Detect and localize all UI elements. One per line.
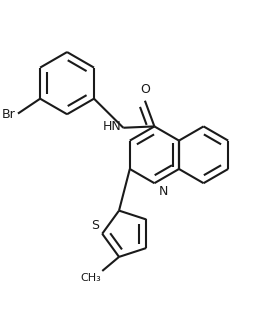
Text: Br: Br bbox=[2, 108, 16, 121]
Text: CH₃: CH₃ bbox=[80, 273, 101, 283]
Text: N: N bbox=[159, 185, 168, 198]
Text: S: S bbox=[92, 219, 99, 232]
Text: HN: HN bbox=[102, 120, 121, 133]
Text: O: O bbox=[140, 83, 150, 96]
